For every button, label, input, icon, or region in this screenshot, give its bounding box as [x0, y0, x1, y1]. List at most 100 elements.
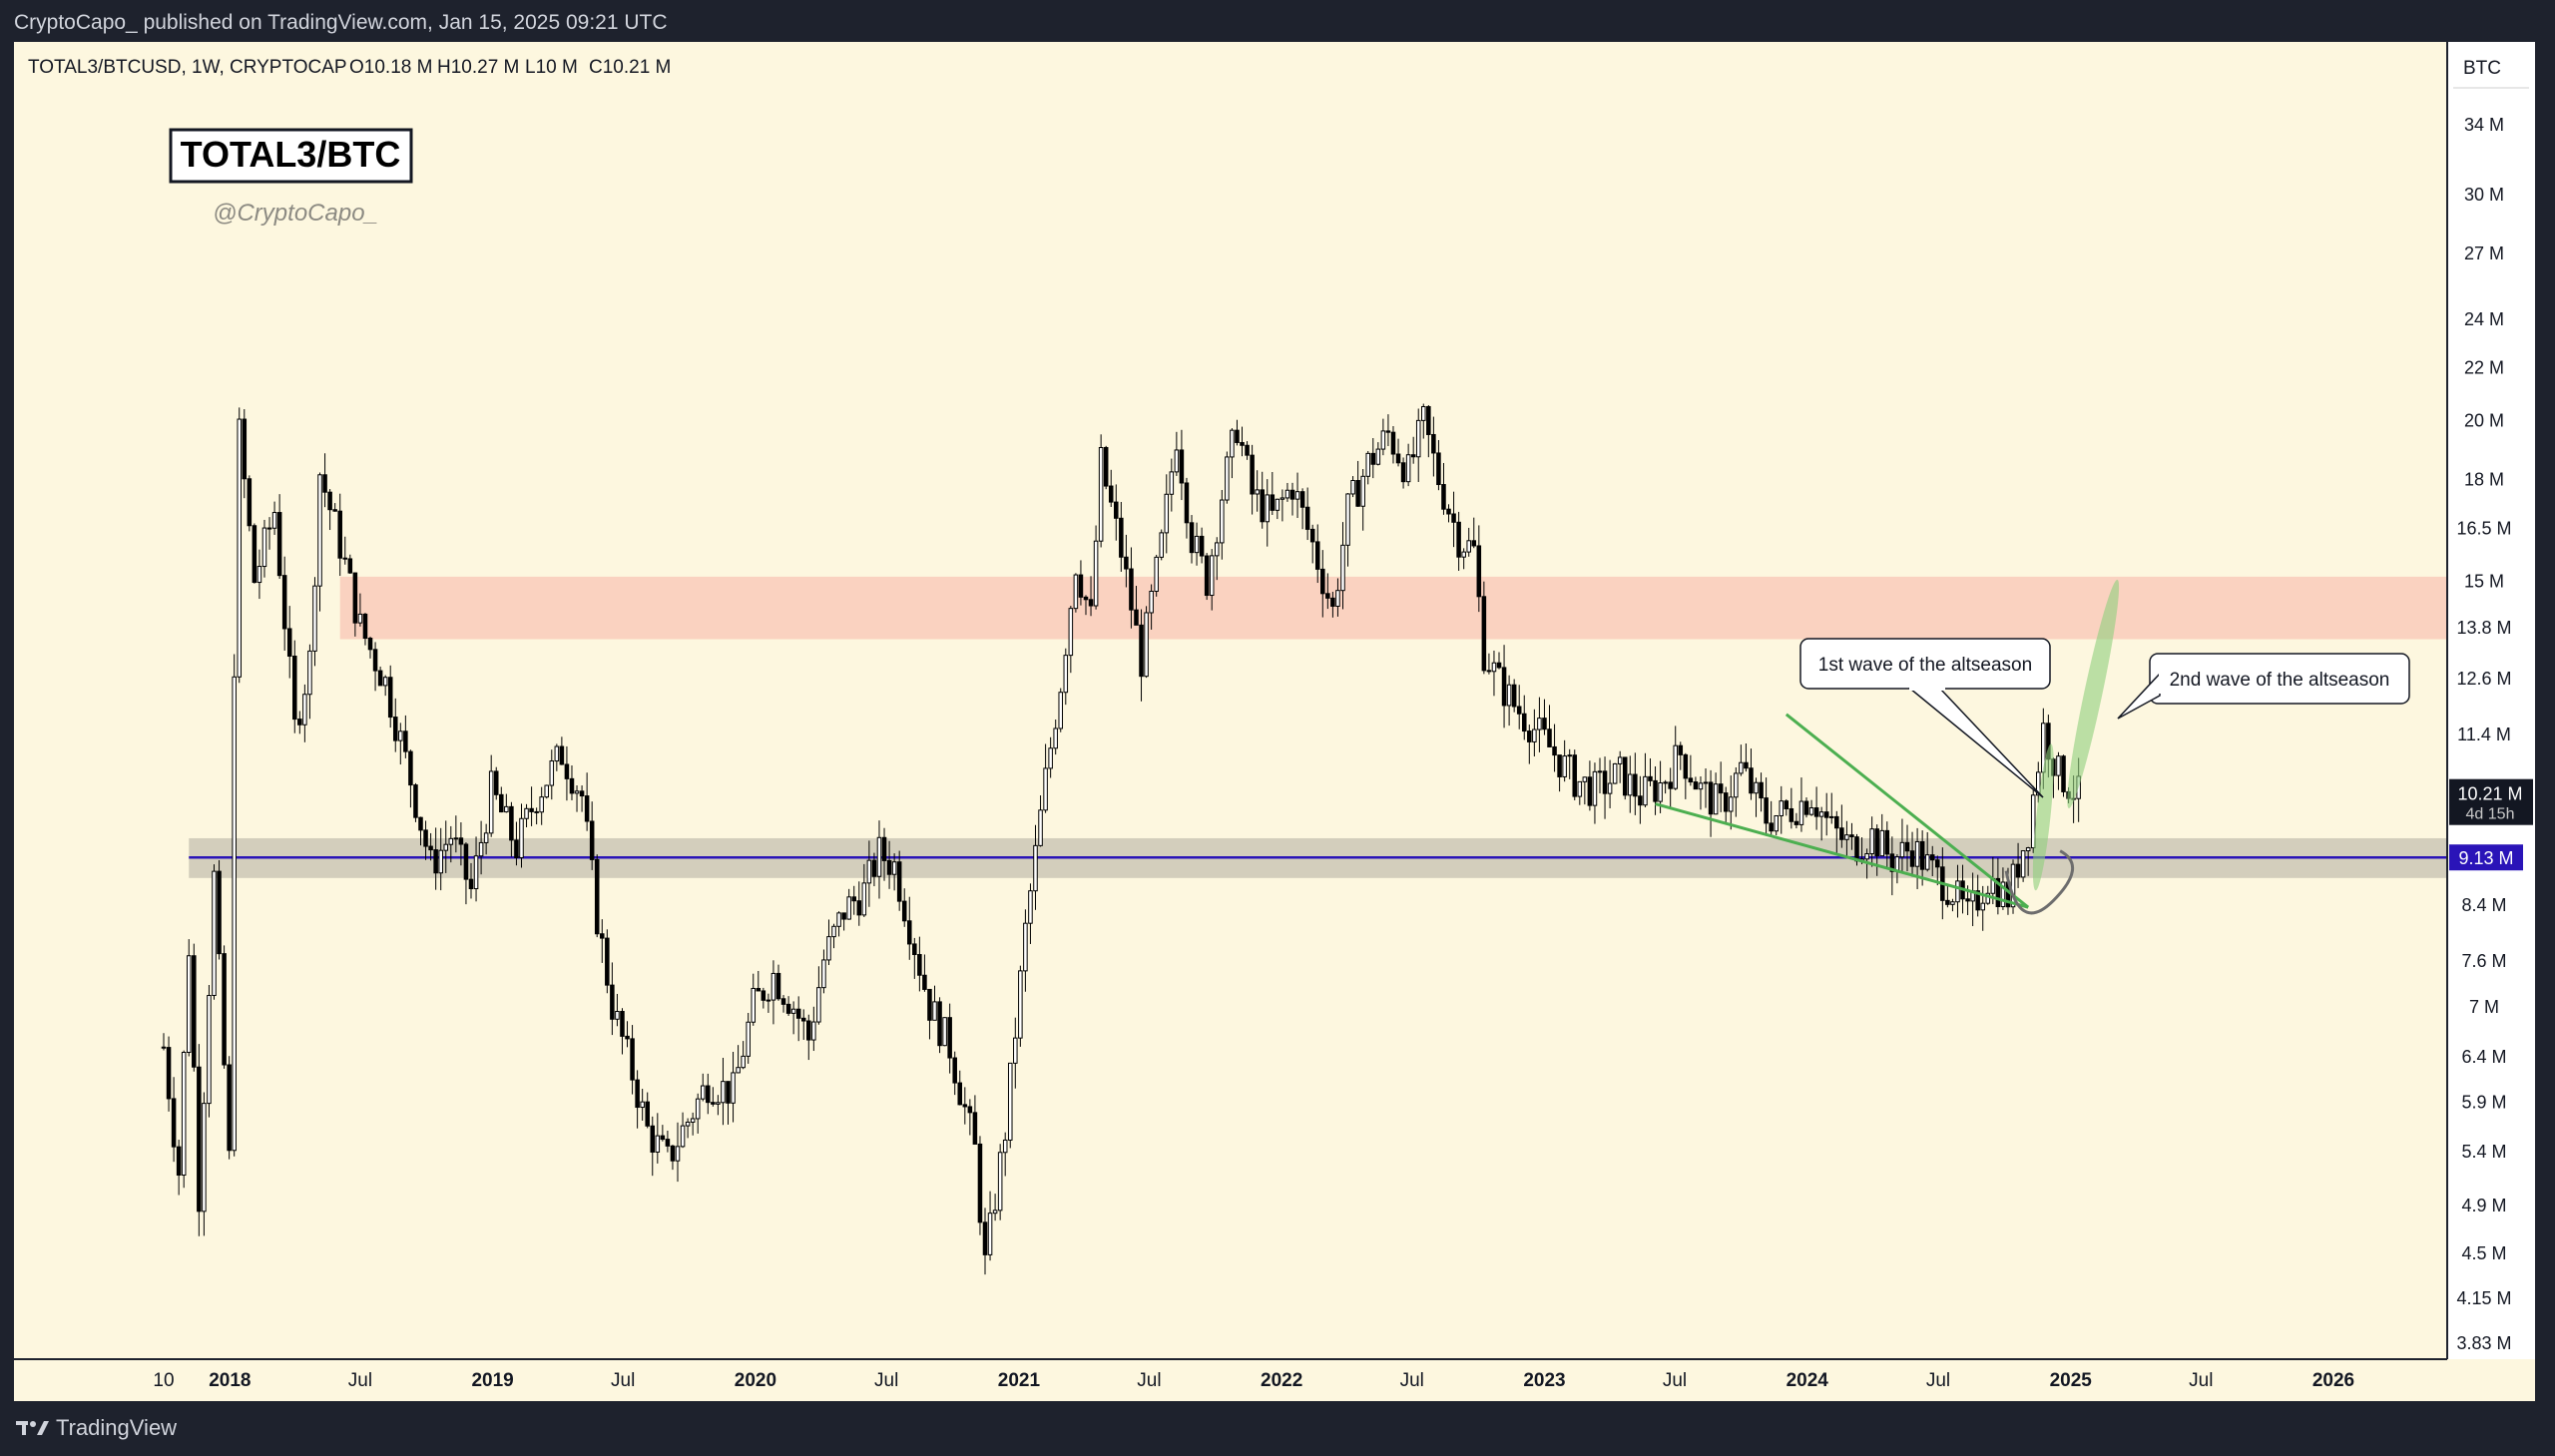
time-tick-label: 2026: [2312, 1370, 2354, 1391]
candle: [1129, 547, 1134, 629]
candle: [1516, 685, 1522, 729]
candle-body: [1854, 836, 1859, 862]
candle-body: [281, 575, 287, 630]
candle-body: [1759, 781, 1764, 799]
candle-body: [166, 1047, 172, 1100]
time-tick-label: Jul: [611, 1370, 635, 1391]
candle: [1466, 527, 1471, 557]
candle: [332, 503, 337, 512]
candle: [1415, 408, 1421, 482]
candle: [1683, 752, 1689, 799]
candle-body: [504, 805, 509, 813]
candle-body: [271, 512, 277, 529]
candle: [610, 962, 615, 1036]
candle-body: [1395, 453, 1401, 464]
candle: [1119, 501, 1124, 572]
candle-body: [534, 810, 539, 813]
candle: [1995, 857, 2001, 915]
candle-body: [650, 1125, 656, 1153]
candle-body: [161, 1046, 167, 1049]
candle-body: [1784, 800, 1789, 809]
candle-body: [1734, 772, 1739, 798]
candle-body: [1270, 494, 1276, 511]
candle-body: [811, 1021, 816, 1041]
price-tick-label: 13.8 M: [2456, 618, 2511, 638]
candle-body: [1345, 493, 1350, 546]
time-tick-label: Jul: [874, 1370, 898, 1391]
price-tick-label: 12.6 M: [2456, 669, 2511, 689]
candle: [271, 501, 277, 535]
candle-body: [766, 999, 771, 1002]
candle-body: [266, 527, 272, 530]
candle: [1471, 517, 1477, 549]
candle-body: [1225, 456, 1230, 501]
tradingview-brand[interactable]: TradingView: [16, 1415, 177, 1441]
candle-body: [1124, 556, 1129, 570]
candle: [1179, 429, 1185, 501]
candle: [1582, 776, 1588, 805]
candle-body: [1294, 491, 1300, 500]
candle: [1451, 491, 1456, 548]
candle-body: [831, 925, 836, 938]
candle-body: [1240, 441, 1245, 446]
candle-body: [1516, 706, 1522, 715]
candle-body: [1325, 593, 1330, 599]
candle-body: [987, 1213, 993, 1255]
candle-body: [896, 861, 902, 902]
candle: [1491, 650, 1497, 697]
candle-body: [1909, 850, 1915, 867]
candle-body: [367, 638, 373, 651]
candle: [564, 745, 570, 801]
candle: [927, 988, 932, 1040]
candle-body: [1899, 841, 1905, 858]
candle-body: [1678, 744, 1684, 755]
candle-body: [403, 730, 408, 752]
candle-body: [1648, 775, 1653, 781]
candle-body: [1950, 901, 1955, 905]
candle: [549, 749, 555, 800]
candle-body: [1139, 624, 1144, 678]
candle: [901, 888, 907, 927]
candle-body: [846, 896, 851, 920]
candle: [1587, 760, 1593, 811]
candle-body: [1214, 542, 1220, 557]
candle: [756, 970, 762, 992]
price-chart[interactable]: 1st wave of the altseason 2nd wave of the…: [0, 0, 2555, 1401]
candle-body: [569, 777, 575, 794]
candle-body: [1048, 747, 1053, 769]
candle: [1088, 576, 1094, 617]
candle: [1048, 736, 1053, 778]
candle-body: [1390, 431, 1396, 455]
candle: [1869, 816, 1874, 867]
candle: [382, 675, 388, 697]
price-tick-label: 8.4 M: [2461, 895, 2506, 915]
candle-body: [795, 1008, 801, 1019]
candle-body: [1708, 781, 1714, 815]
candle-body: [665, 1139, 671, 1147]
candle: [962, 1087, 968, 1125]
candle-body: [413, 784, 418, 818]
candle-body: [1713, 783, 1719, 815]
candle-body: [1813, 807, 1819, 817]
candle: [1663, 779, 1668, 794]
candle: [1577, 780, 1583, 805]
candle: [1250, 444, 1255, 515]
candle: [1698, 776, 1704, 810]
candle: [307, 644, 312, 720]
candle: [997, 1144, 1003, 1220]
candle-body: [247, 478, 253, 527]
candle-body: [1309, 528, 1315, 543]
candle-body: [1144, 612, 1149, 678]
candle: [347, 554, 353, 575]
candle: [891, 853, 897, 891]
candle: [1436, 439, 1441, 491]
candle: [1703, 768, 1709, 808]
candle-body: [1633, 773, 1638, 797]
candle: [574, 784, 580, 812]
candle: [942, 1017, 947, 1047]
time-tick-label: 2021: [998, 1370, 1041, 1391]
candle: [1909, 831, 1915, 877]
candle-body: [1184, 482, 1190, 524]
second-wave-highlight: [2067, 579, 2120, 808]
candle: [1270, 472, 1276, 516]
